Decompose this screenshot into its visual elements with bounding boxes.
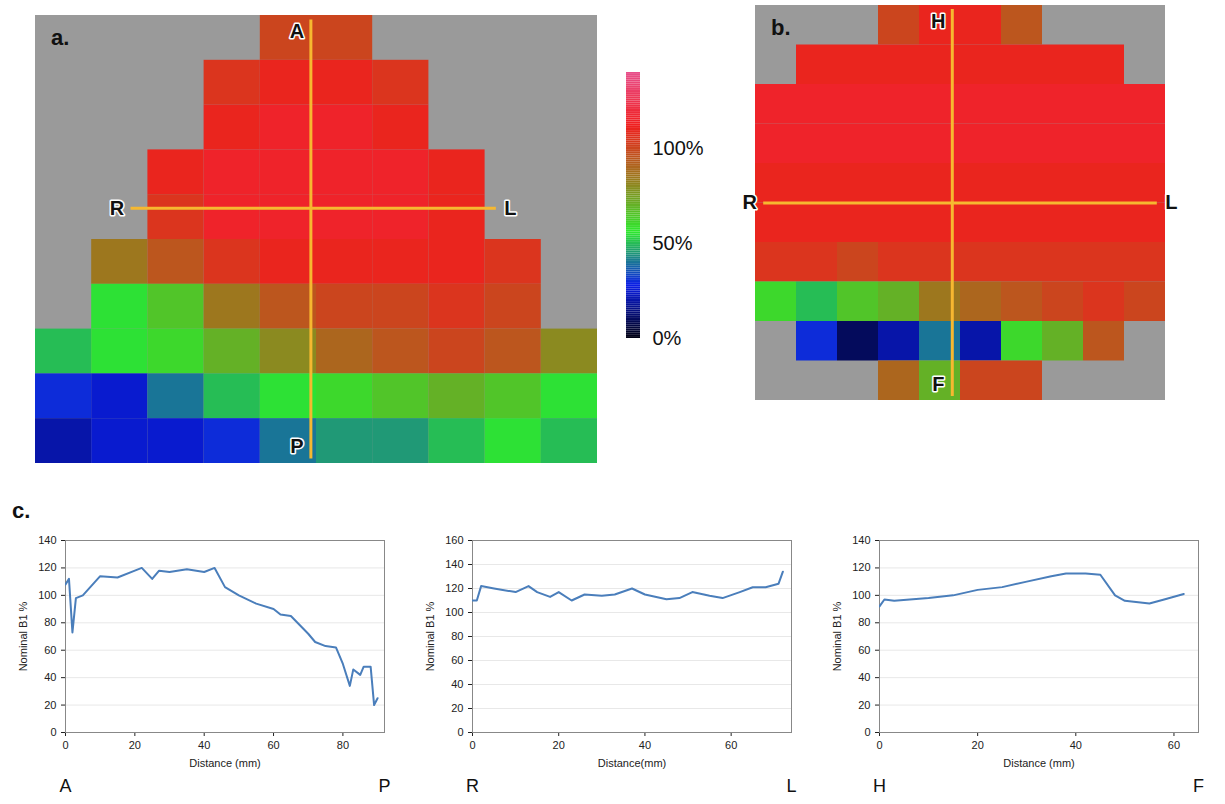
svg-text:Distance (mm): Distance (mm) (1003, 757, 1075, 769)
svg-text:60: 60 (451, 654, 463, 666)
svg-text:Nominal B1 %: Nominal B1 % (831, 601, 843, 671)
svg-text:100: 100 (38, 589, 56, 601)
svg-text:100%: 100% (653, 137, 704, 159)
svg-text:60: 60 (858, 644, 870, 656)
svg-text:0: 0 (50, 726, 56, 738)
svg-text:120: 120 (38, 561, 56, 573)
svg-text:20: 20 (129, 739, 141, 751)
svg-text:Distance (mm): Distance (mm) (189, 757, 261, 769)
svg-text:80: 80 (337, 739, 349, 751)
svg-text:F: F (1193, 776, 1204, 796)
svg-text:Nominal B1 %: Nominal B1 % (17, 601, 29, 671)
svg-text:H: H (931, 10, 945, 32)
svg-text:F: F (932, 373, 944, 395)
html-text:b.: b. (771, 15, 791, 40)
svg-text:120: 120 (445, 582, 463, 594)
svg-text:20: 20 (972, 739, 984, 751)
svg-text:60: 60 (1168, 739, 1180, 751)
svg-text:0: 0 (62, 739, 68, 751)
svg-text:60: 60 (725, 739, 737, 751)
svg-text:Distance(mm): Distance(mm) (598, 757, 666, 769)
svg-text:A: A (59, 776, 71, 796)
svg-text:60: 60 (44, 644, 56, 656)
svg-text:20: 20 (858, 699, 870, 711)
svg-text:R: R (110, 197, 125, 219)
svg-text:20: 20 (44, 699, 56, 711)
svg-text:20: 20 (451, 702, 463, 714)
svg-text:40: 40 (198, 739, 210, 751)
svg-text:80: 80 (858, 616, 870, 628)
svg-text:60: 60 (267, 739, 279, 751)
svg-text:0%: 0% (653, 327, 682, 349)
html-text:a.: a. (51, 25, 70, 50)
svg-text:80: 80 (44, 616, 56, 628)
svg-text:0: 0 (469, 739, 475, 751)
svg-text:120: 120 (852, 561, 870, 573)
svg-text:A: A (290, 20, 304, 42)
svg-text:100: 100 (445, 606, 463, 618)
svg-text:140: 140 (38, 534, 56, 546)
svg-text:40: 40 (1070, 739, 1082, 751)
html-text:c.: c. (12, 498, 31, 523)
svg-text:0: 0 (876, 739, 882, 751)
svg-text:R: R (466, 776, 479, 796)
svg-text:140: 140 (852, 534, 870, 546)
svg-text:80: 80 (451, 630, 463, 642)
svg-text:160: 160 (445, 534, 463, 546)
svg-text:100: 100 (852, 589, 870, 601)
svg-text:40: 40 (639, 739, 651, 751)
svg-text:Nominal B1 %: Nominal B1 % (424, 601, 436, 671)
svg-text:140: 140 (445, 558, 463, 570)
svg-text:0: 0 (457, 726, 463, 738)
svg-text:H: H (873, 776, 886, 796)
svg-text:0: 0 (864, 726, 870, 738)
svg-text:R: R (742, 191, 757, 213)
svg-text:40: 40 (44, 671, 56, 683)
svg-text:20: 20 (553, 739, 565, 751)
svg-text:40: 40 (858, 671, 870, 683)
svg-text:L: L (504, 197, 516, 219)
svg-text:L: L (786, 776, 796, 796)
svg-text:P: P (290, 435, 303, 457)
svg-text:L: L (1165, 191, 1177, 213)
svg-text:40: 40 (451, 678, 463, 690)
svg-text:50%: 50% (653, 232, 693, 254)
svg-text:P: P (378, 776, 390, 796)
